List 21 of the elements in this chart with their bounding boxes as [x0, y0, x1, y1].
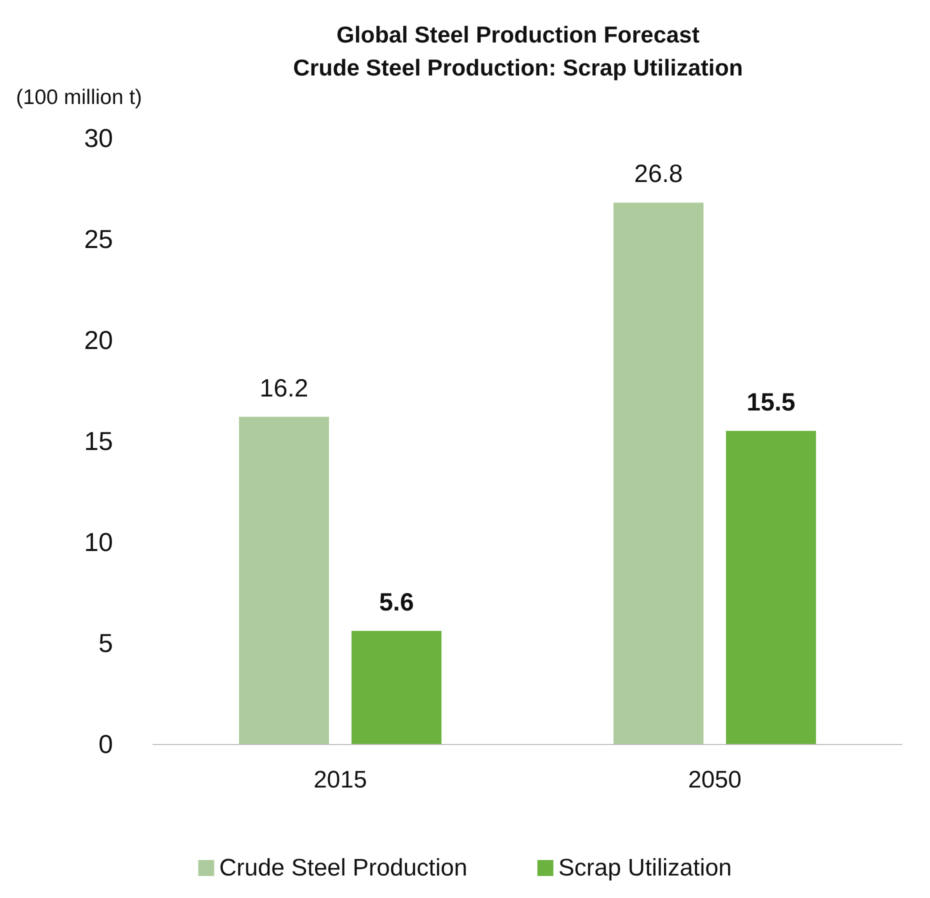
x-tick-label: 2050: [688, 766, 742, 794]
y-tick-label: 15: [84, 426, 113, 456]
data-label: 26.8: [634, 160, 683, 188]
y-tick-label: 10: [84, 527, 113, 557]
data-label: 5.6: [379, 588, 414, 616]
bar: [352, 630, 442, 744]
bar: [614, 202, 704, 744]
y-axis-title: (100 million t): [16, 86, 142, 109]
y-tick-label: 25: [84, 224, 113, 254]
bar: [726, 430, 816, 744]
x-tick-label: 2015: [314, 766, 367, 794]
y-tick-label: 5: [98, 628, 113, 658]
chart-title: Global Steel Production Forecast Crude Steel Production: Scrap Utilization: [293, 22, 743, 80]
y-tick-label: 30: [84, 123, 113, 153]
legend-label: Crude Steel Production: [219, 854, 468, 882]
data-label: 16.2: [260, 374, 308, 402]
data-label: 15.5: [746, 388, 796, 416]
bar: [239, 416, 329, 744]
y-tick-label: 20: [84, 325, 113, 355]
y-tick-label: 0: [98, 729, 113, 759]
legend-label: Scrap Utilization: [558, 854, 732, 882]
